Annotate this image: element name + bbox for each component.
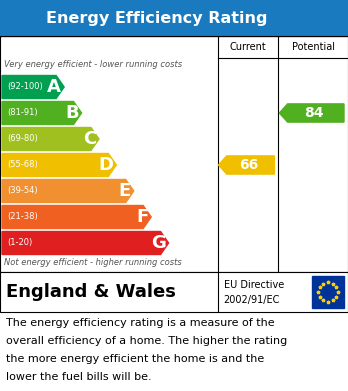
Text: lower the fuel bills will be.: lower the fuel bills will be. <box>6 372 152 382</box>
Text: England & Wales: England & Wales <box>6 283 176 301</box>
Text: B: B <box>65 104 79 122</box>
Text: F: F <box>136 208 148 226</box>
Text: Current: Current <box>230 42 266 52</box>
Text: (69-80): (69-80) <box>7 135 38 143</box>
Polygon shape <box>2 231 168 255</box>
Text: 2002/91/EC: 2002/91/EC <box>223 295 280 305</box>
Text: 84: 84 <box>304 106 324 120</box>
Polygon shape <box>2 102 81 124</box>
Polygon shape <box>2 154 116 176</box>
Text: (55-68): (55-68) <box>7 160 38 170</box>
Text: overall efficiency of a home. The higher the rating: overall efficiency of a home. The higher… <box>6 336 287 346</box>
Text: C: C <box>83 130 96 148</box>
Text: EU Directive: EU Directive <box>223 280 284 290</box>
Polygon shape <box>2 206 151 228</box>
Text: Potential: Potential <box>292 42 335 52</box>
Bar <box>0 0 348 36</box>
Text: (92-100): (92-100) <box>7 83 43 91</box>
Text: G: G <box>151 234 166 252</box>
Text: The energy efficiency rating is a measure of the: The energy efficiency rating is a measur… <box>6 318 275 328</box>
Text: (39-54): (39-54) <box>7 187 38 196</box>
Polygon shape <box>2 127 99 151</box>
Bar <box>0 36 348 272</box>
Text: Very energy efficient - lower running costs: Very energy efficient - lower running co… <box>4 60 182 69</box>
Bar <box>0 272 348 312</box>
Polygon shape <box>2 75 64 99</box>
Text: (21-38): (21-38) <box>7 212 38 221</box>
Text: (81-91): (81-91) <box>7 108 38 118</box>
Text: Not energy efficient - higher running costs: Not energy efficient - higher running co… <box>4 258 182 267</box>
Polygon shape <box>219 156 275 174</box>
Text: 66: 66 <box>239 158 259 172</box>
Text: the more energy efficient the home is and the: the more energy efficient the home is an… <box>6 354 264 364</box>
Text: A: A <box>47 78 61 96</box>
Text: D: D <box>98 156 113 174</box>
Text: Energy Efficiency Rating: Energy Efficiency Rating <box>46 11 267 25</box>
Text: (1-20): (1-20) <box>7 239 32 248</box>
Polygon shape <box>2 179 134 203</box>
Bar <box>312 276 344 308</box>
Text: E: E <box>119 182 131 200</box>
Polygon shape <box>279 104 344 122</box>
